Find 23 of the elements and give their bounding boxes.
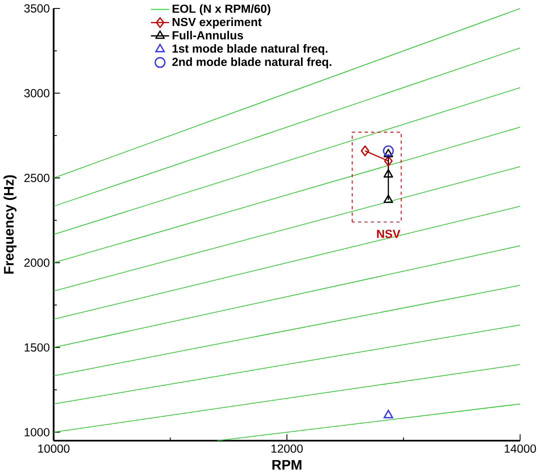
legend-label: 1st mode blade natural freq. xyxy=(172,44,328,55)
y-tick-label: 3500 xyxy=(24,4,50,12)
annotation: NSV xyxy=(377,230,400,238)
x-tick-label: 14000 xyxy=(504,444,536,453)
point xyxy=(360,145,370,156)
y-tick-label: 2500 xyxy=(24,174,50,182)
y-tick-label: 1500 xyxy=(24,343,50,352)
y-tick-label: 2000 xyxy=(24,258,50,267)
legend-label: EOL (N x RPM/60) xyxy=(172,4,270,16)
x-axis-title: RPM xyxy=(272,460,302,470)
point xyxy=(384,194,394,203)
x-tick-label: 10000 xyxy=(38,444,70,453)
legend-label: Full-Annulus xyxy=(172,30,244,40)
y-tick-label: 1000 xyxy=(24,428,50,436)
point xyxy=(384,169,394,178)
point xyxy=(382,145,394,156)
point xyxy=(384,148,394,158)
x-tick-label: 12000 xyxy=(271,444,303,453)
point xyxy=(384,410,394,418)
y-tick-label: 3000 xyxy=(24,88,50,98)
legend-label: 2nd mode blade natural freq. xyxy=(172,57,332,68)
legend-label: NSV experiment xyxy=(172,17,262,28)
y-axis-title: Frequency (Hz) xyxy=(4,175,16,274)
